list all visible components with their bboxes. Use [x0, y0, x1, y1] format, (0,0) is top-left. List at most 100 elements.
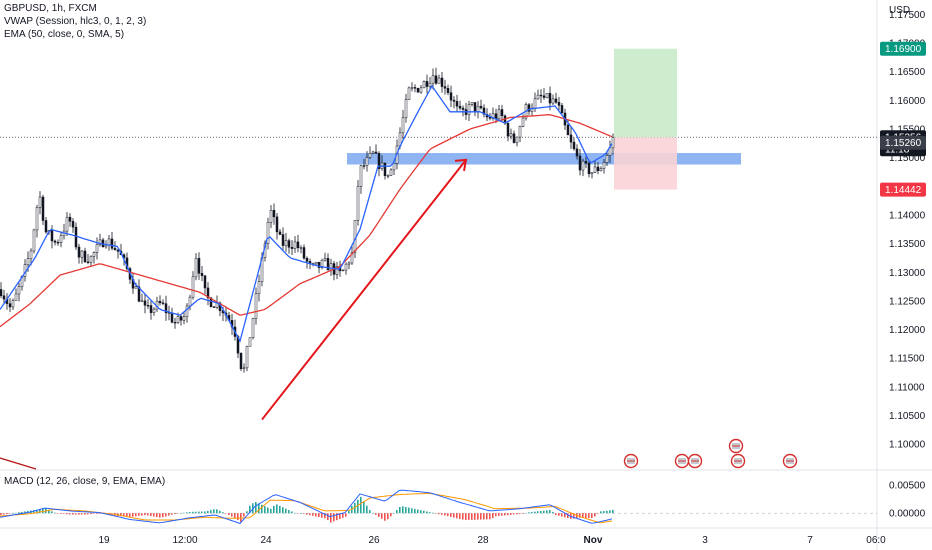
candle-body — [350, 252, 354, 264]
drawn-line — [0, 457, 37, 470]
macd-histogram-bar — [486, 513, 488, 520]
candle-body — [176, 316, 180, 323]
candle-body — [29, 250, 33, 259]
candle — [518, 125, 522, 143]
candle-body — [113, 248, 117, 250]
candle-body — [335, 266, 339, 275]
macd-histogram-bar — [420, 510, 422, 514]
ema-legend[interactable]: EMA (50, close, 0, SMA, 5) — [4, 29, 125, 40]
candle-body — [26, 258, 30, 265]
candle-body — [302, 247, 306, 259]
candle-body — [149, 305, 153, 313]
macd-histogram-bar — [516, 513, 518, 515]
candle — [206, 282, 210, 306]
candle-body — [251, 318, 255, 338]
macd-histogram-bar — [360, 496, 362, 514]
macd-tick-label: 0.00000 — [889, 509, 926, 520]
candle — [254, 287, 258, 325]
candle — [149, 299, 153, 320]
macd-histogram-bar — [435, 513, 437, 514]
macd-histogram-bar — [348, 510, 350, 514]
vwap-line — [0, 84, 613, 343]
candle — [581, 158, 585, 177]
macd-histogram-bar — [12, 513, 14, 514]
candle — [164, 295, 168, 321]
candle-body — [167, 312, 171, 314]
candle-body — [404, 99, 408, 119]
macd-histogram-bar — [48, 509, 50, 514]
macd-histogram-bar — [573, 513, 575, 519]
macd-histogram-bar — [186, 512, 188, 514]
vwap-legend[interactable]: VWAP (Session, hlc3, 0, 1, 2, 3) — [4, 16, 147, 27]
candle — [50, 225, 54, 249]
macd-histogram-bar — [3, 513, 5, 515]
candle-body — [266, 222, 270, 244]
macd-histogram-bar — [381, 513, 383, 519]
candle-body — [323, 258, 327, 261]
candle — [347, 261, 351, 270]
candle-body — [386, 175, 390, 177]
candle-body — [521, 117, 525, 127]
candle-body — [17, 286, 21, 295]
candle — [491, 107, 495, 121]
candle — [23, 259, 27, 282]
macd-histogram-bar — [324, 513, 326, 519]
long-position-layer — [614, 48, 677, 190]
candle-body — [71, 221, 75, 228]
candle — [365, 151, 369, 172]
candle — [110, 231, 114, 251]
macd-histogram-bar — [276, 504, 278, 514]
candle-body — [275, 216, 279, 233]
macd-histogram-bar — [120, 513, 122, 517]
macd-histogram-bar — [333, 513, 335, 522]
macd-histogram-bar — [480, 513, 482, 520]
candle-body — [170, 312, 174, 323]
macd-line — [0, 489, 613, 525]
candle — [137, 279, 141, 303]
candle-body — [59, 235, 63, 243]
candle — [584, 156, 588, 169]
macd-histogram-bar — [366, 505, 368, 514]
candle-body — [470, 102, 474, 105]
macd-histogram-bar — [237, 513, 239, 521]
candle-body — [500, 109, 504, 117]
macd-histogram-bar — [522, 513, 524, 514]
candle — [443, 79, 447, 95]
candle-body — [50, 230, 54, 242]
macd-histogram-bar — [291, 511, 293, 514]
candle — [11, 298, 15, 310]
macd-histogram-bar — [363, 501, 365, 514]
time-axis[interactable]: 19 12:00 24 26 28 Nov 3 7 06:0 — [98, 535, 886, 546]
macd-histogram-bar — [165, 513, 167, 517]
candle — [77, 243, 81, 264]
macd-histogram-bar — [564, 513, 566, 518]
candle-body — [341, 269, 345, 272]
macd-histogram-bar — [90, 513, 92, 515]
macd-histogram-bar — [189, 511, 191, 514]
price-tick-label: 1.11000 — [889, 382, 925, 393]
candle — [392, 162, 396, 175]
price-axis[interactable]: USD 1.175001.170001.165001.160001.155001… — [889, 5, 926, 520]
candle — [314, 261, 318, 265]
macd-legend[interactable]: MACD (12, 26, close, 9, EMA, EMA) — [4, 476, 166, 487]
candle-body — [299, 247, 303, 249]
candle — [83, 247, 87, 264]
price-tick-label: 1.13000 — [889, 268, 926, 279]
macd-histogram-bar — [465, 513, 467, 521]
symbol-legend[interactable]: GBPUSD, 1h, FXCM — [4, 3, 97, 14]
candle — [239, 352, 243, 371]
candle — [290, 239, 294, 256]
macd-histogram-bar — [426, 511, 428, 514]
candle-body — [374, 151, 378, 154]
candle-body — [182, 316, 186, 321]
current-price-badge-countdown: 11:18 — [885, 145, 910, 156]
candle — [59, 231, 63, 248]
macd-histogram-bar — [591, 513, 593, 519]
macd-histogram-bar — [129, 513, 131, 517]
candle — [497, 104, 501, 122]
macd-histogram-bar — [582, 513, 584, 518]
candle — [293, 236, 297, 253]
flag-event-icon — [687, 453, 703, 469]
